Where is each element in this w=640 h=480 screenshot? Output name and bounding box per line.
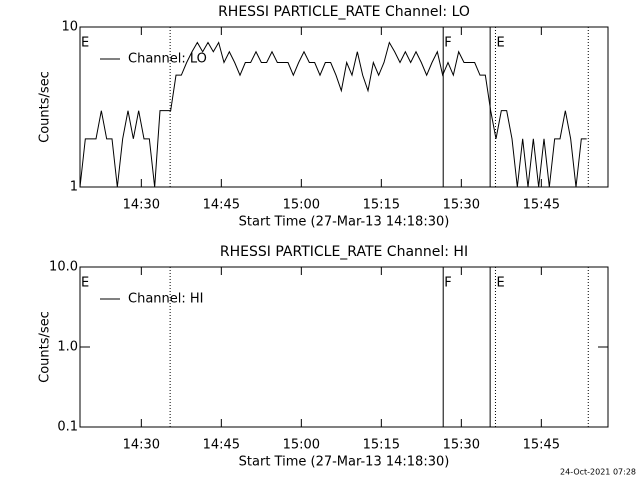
y-tick-label: 0.1	[57, 420, 78, 435]
chart-title: RHESSI PARTICLE_RATE Channel: HI	[220, 244, 468, 260]
x-tick-label: 14:30	[123, 438, 160, 453]
y-tick-label: 10	[61, 20, 78, 35]
marker-label: E	[81, 276, 89, 291]
x-tick-label: 15:00	[283, 438, 320, 453]
marker-label: F	[444, 276, 451, 291]
marker-label: E	[81, 36, 89, 51]
x-tick-label: 15:30	[443, 198, 480, 213]
chart-title: RHESSI PARTICLE_RATE Channel: LO	[218, 4, 470, 20]
marker-label: E	[496, 36, 504, 51]
legend-label: Channel: HI	[128, 292, 204, 307]
y-axis-label: Counts/sec	[38, 71, 53, 143]
x-axis-label: Start Time (27-Mar-13 14:18:30)	[239, 215, 450, 230]
y-tick-label: 1.0	[57, 340, 78, 355]
y-tick-label: 1	[70, 180, 78, 195]
x-axis-label: Start Time (27-Mar-13 14:18:30)	[239, 455, 450, 470]
legend-label: Channel: LO	[128, 52, 207, 67]
x-tick-label: 15:00	[283, 198, 320, 213]
x-tick-label: 15:15	[363, 438, 400, 453]
x-tick-label: 14:45	[203, 198, 240, 213]
x-tick-label: 15:45	[523, 438, 560, 453]
x-tick-label: 14:30	[123, 198, 160, 213]
x-tick-label: 15:30	[443, 438, 480, 453]
footer: 24-Oct-2021 07:28	[560, 468, 636, 477]
marker-label: F	[444, 36, 451, 51]
x-tick-label: 14:45	[203, 438, 240, 453]
data-line	[79, 41, 587, 188]
plot-frame	[79, 26, 609, 188]
y-axis-label: Counts/sec	[38, 311, 53, 383]
x-tick-label: 15:15	[363, 198, 400, 213]
marker-label: E	[496, 276, 504, 291]
y-tick-label: 10.0	[49, 260, 78, 275]
x-tick-label: 15:45	[523, 198, 560, 213]
